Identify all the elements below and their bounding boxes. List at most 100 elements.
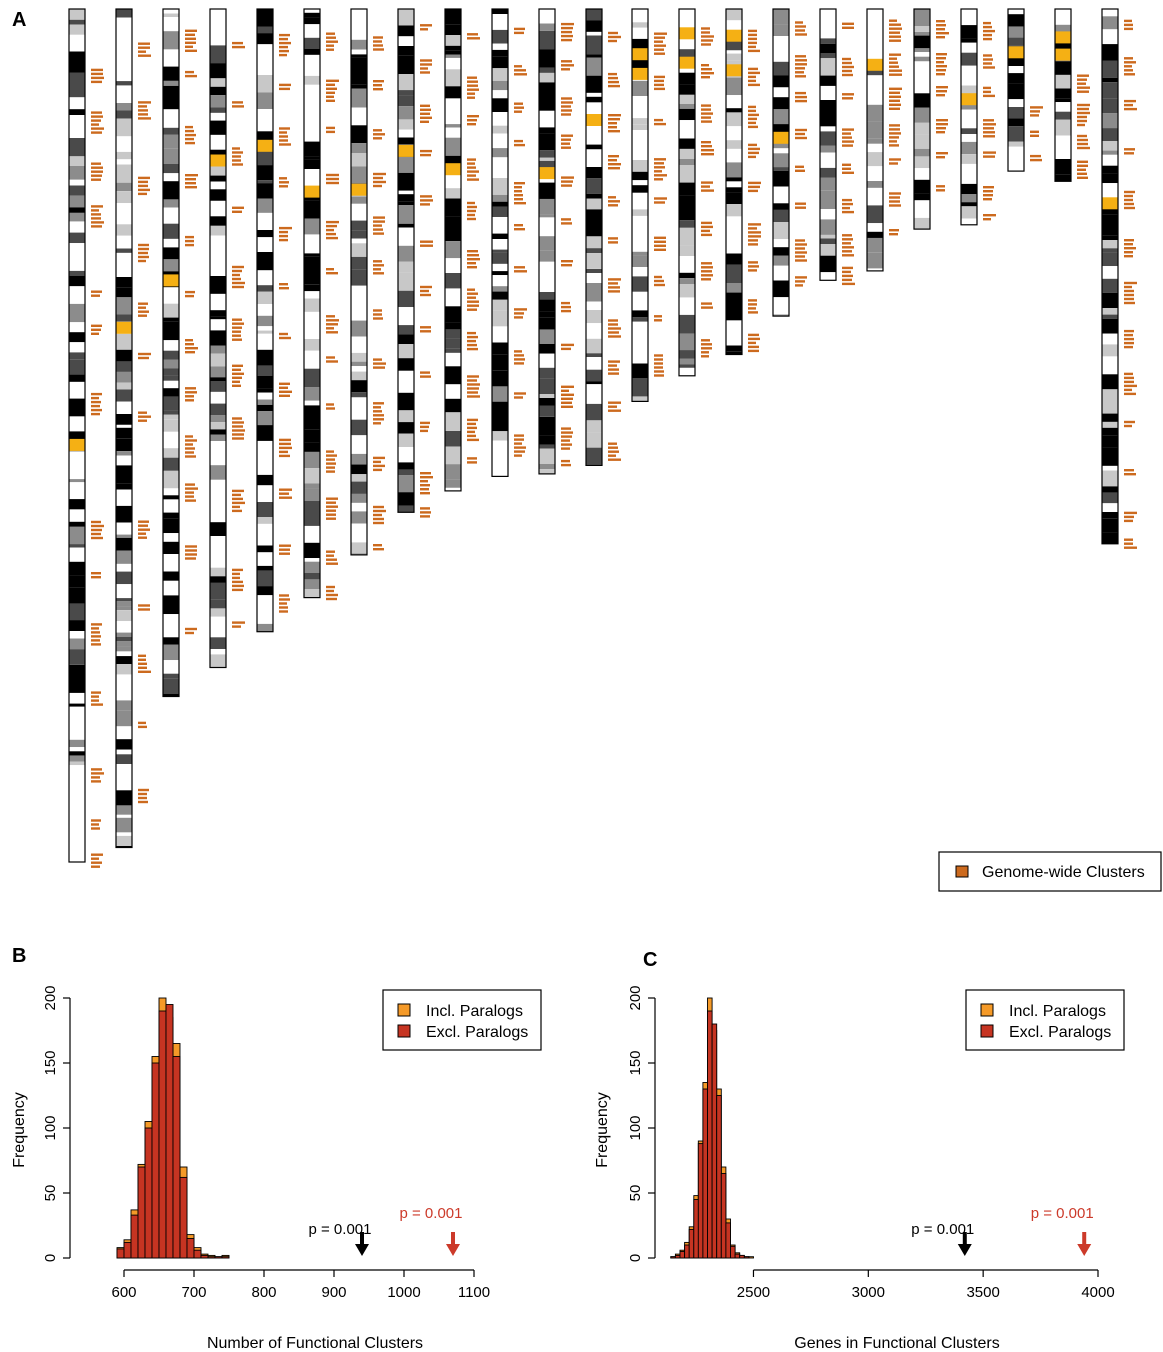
chromosome-16 bbox=[772, 8, 807, 317]
chromosome-band bbox=[69, 716, 85, 726]
chromosome-band bbox=[116, 601, 132, 607]
pvalue-arrow-head bbox=[957, 1244, 972, 1256]
cluster-marker bbox=[138, 520, 150, 539]
chromosome-band bbox=[961, 109, 977, 129]
cluster-tick bbox=[983, 86, 991, 90]
cluster-tick bbox=[467, 343, 477, 347]
chromosome-band bbox=[1102, 314, 1118, 319]
cluster-tick bbox=[842, 69, 852, 73]
chromosome-band bbox=[351, 402, 367, 420]
chromosome-band bbox=[69, 620, 85, 631]
cluster-tick bbox=[936, 94, 945, 97]
chromosome-band bbox=[586, 301, 602, 310]
cluster-tick bbox=[467, 201, 475, 205]
cluster-tick bbox=[795, 284, 803, 287]
cluster-tick bbox=[373, 509, 386, 513]
chromosome-band bbox=[257, 531, 273, 546]
panel-label-a: A bbox=[12, 9, 26, 31]
chromosome-band bbox=[398, 392, 414, 411]
chromosome-band bbox=[69, 416, 85, 432]
cluster-tick bbox=[514, 202, 526, 205]
cluster-tick bbox=[889, 132, 901, 135]
chromosome-band bbox=[69, 322, 85, 333]
cluster-tick bbox=[467, 174, 476, 177]
chromosome-band bbox=[351, 54, 367, 58]
cluster-tick bbox=[467, 434, 476, 438]
cluster-tick bbox=[91, 166, 103, 169]
cluster-marker bbox=[232, 568, 244, 592]
chromosome-band bbox=[69, 72, 85, 84]
chromosome-band bbox=[1102, 435, 1118, 448]
chromosome-band bbox=[820, 126, 836, 132]
cluster-tick bbox=[373, 133, 385, 136]
cluster-tick bbox=[185, 45, 193, 48]
chromosome-band bbox=[586, 420, 602, 433]
cluster-tick bbox=[842, 198, 852, 202]
cluster-tick bbox=[467, 426, 477, 430]
chromosome-band bbox=[304, 339, 320, 351]
chromosome-band bbox=[679, 220, 695, 228]
cluster-marker bbox=[514, 350, 525, 365]
chromosome-band bbox=[445, 114, 461, 124]
cluster-marker bbox=[842, 57, 854, 77]
cluster-tick bbox=[420, 244, 433, 247]
cluster-tick bbox=[326, 224, 337, 228]
cluster-tick bbox=[185, 141, 195, 145]
chromosome-band bbox=[1102, 486, 1118, 493]
y-tick-label: 100 bbox=[42, 1115, 59, 1140]
chromosome-band bbox=[586, 209, 602, 218]
chromosome-band bbox=[116, 764, 132, 780]
chromosome-band bbox=[210, 257, 226, 276]
chromosome-band bbox=[445, 384, 461, 396]
chromosome-band bbox=[304, 169, 320, 181]
cluster-tick bbox=[842, 136, 852, 139]
chromosome-band bbox=[116, 389, 132, 402]
chromosome-band bbox=[586, 253, 602, 269]
cluster-tick bbox=[326, 232, 336, 236]
cluster-tick bbox=[326, 83, 335, 86]
chromosome-band bbox=[398, 9, 414, 26]
cluster-marker bbox=[983, 151, 996, 158]
cluster-tick bbox=[748, 37, 757, 41]
cluster-marker bbox=[373, 309, 383, 320]
cluster-tick bbox=[608, 319, 618, 322]
chromosome-band bbox=[773, 314, 789, 316]
chromosome-band bbox=[351, 371, 367, 381]
cluster-tick bbox=[326, 509, 336, 512]
chromosome-band bbox=[210, 86, 226, 96]
chromosome-band bbox=[257, 59, 273, 67]
cluster-tick bbox=[232, 159, 241, 162]
cluster-tick bbox=[420, 330, 431, 333]
cluster-tick bbox=[842, 132, 851, 135]
cluster-tick bbox=[185, 133, 196, 137]
cluster-tick bbox=[654, 319, 662, 322]
histogram-bar bbox=[130, 1214, 139, 1259]
chromosome-band bbox=[210, 391, 226, 404]
cluster-tick bbox=[608, 278, 621, 281]
chromosome-band bbox=[116, 785, 132, 791]
chromosome-band bbox=[726, 304, 742, 321]
cluster-tick bbox=[936, 189, 945, 192]
cluster-tick bbox=[608, 72, 617, 76]
cluster-tick bbox=[654, 83, 664, 87]
cluster-tick bbox=[138, 176, 150, 180]
y-axis-label: Frequency bbox=[11, 1092, 28, 1168]
chromosome-band bbox=[632, 110, 648, 119]
chromosome-outline bbox=[209, 8, 227, 669]
cluster-tick bbox=[232, 376, 242, 379]
chromosome-band bbox=[69, 692, 85, 704]
chromosome-band bbox=[445, 188, 461, 199]
chromosome-band bbox=[116, 489, 132, 506]
chromosome-band bbox=[820, 244, 836, 248]
chromosome-band bbox=[69, 725, 85, 740]
chromosome-band bbox=[69, 156, 85, 166]
cluster-tick bbox=[561, 459, 570, 463]
cluster-tick bbox=[232, 501, 245, 505]
chromosome-band bbox=[304, 234, 320, 248]
chromosome-band bbox=[304, 387, 320, 401]
cluster-marker bbox=[420, 59, 432, 74]
chromosome-band bbox=[69, 755, 85, 762]
cluster-tick bbox=[326, 513, 336, 516]
cluster-tick bbox=[232, 210, 242, 213]
chromosome-band bbox=[210, 517, 226, 523]
